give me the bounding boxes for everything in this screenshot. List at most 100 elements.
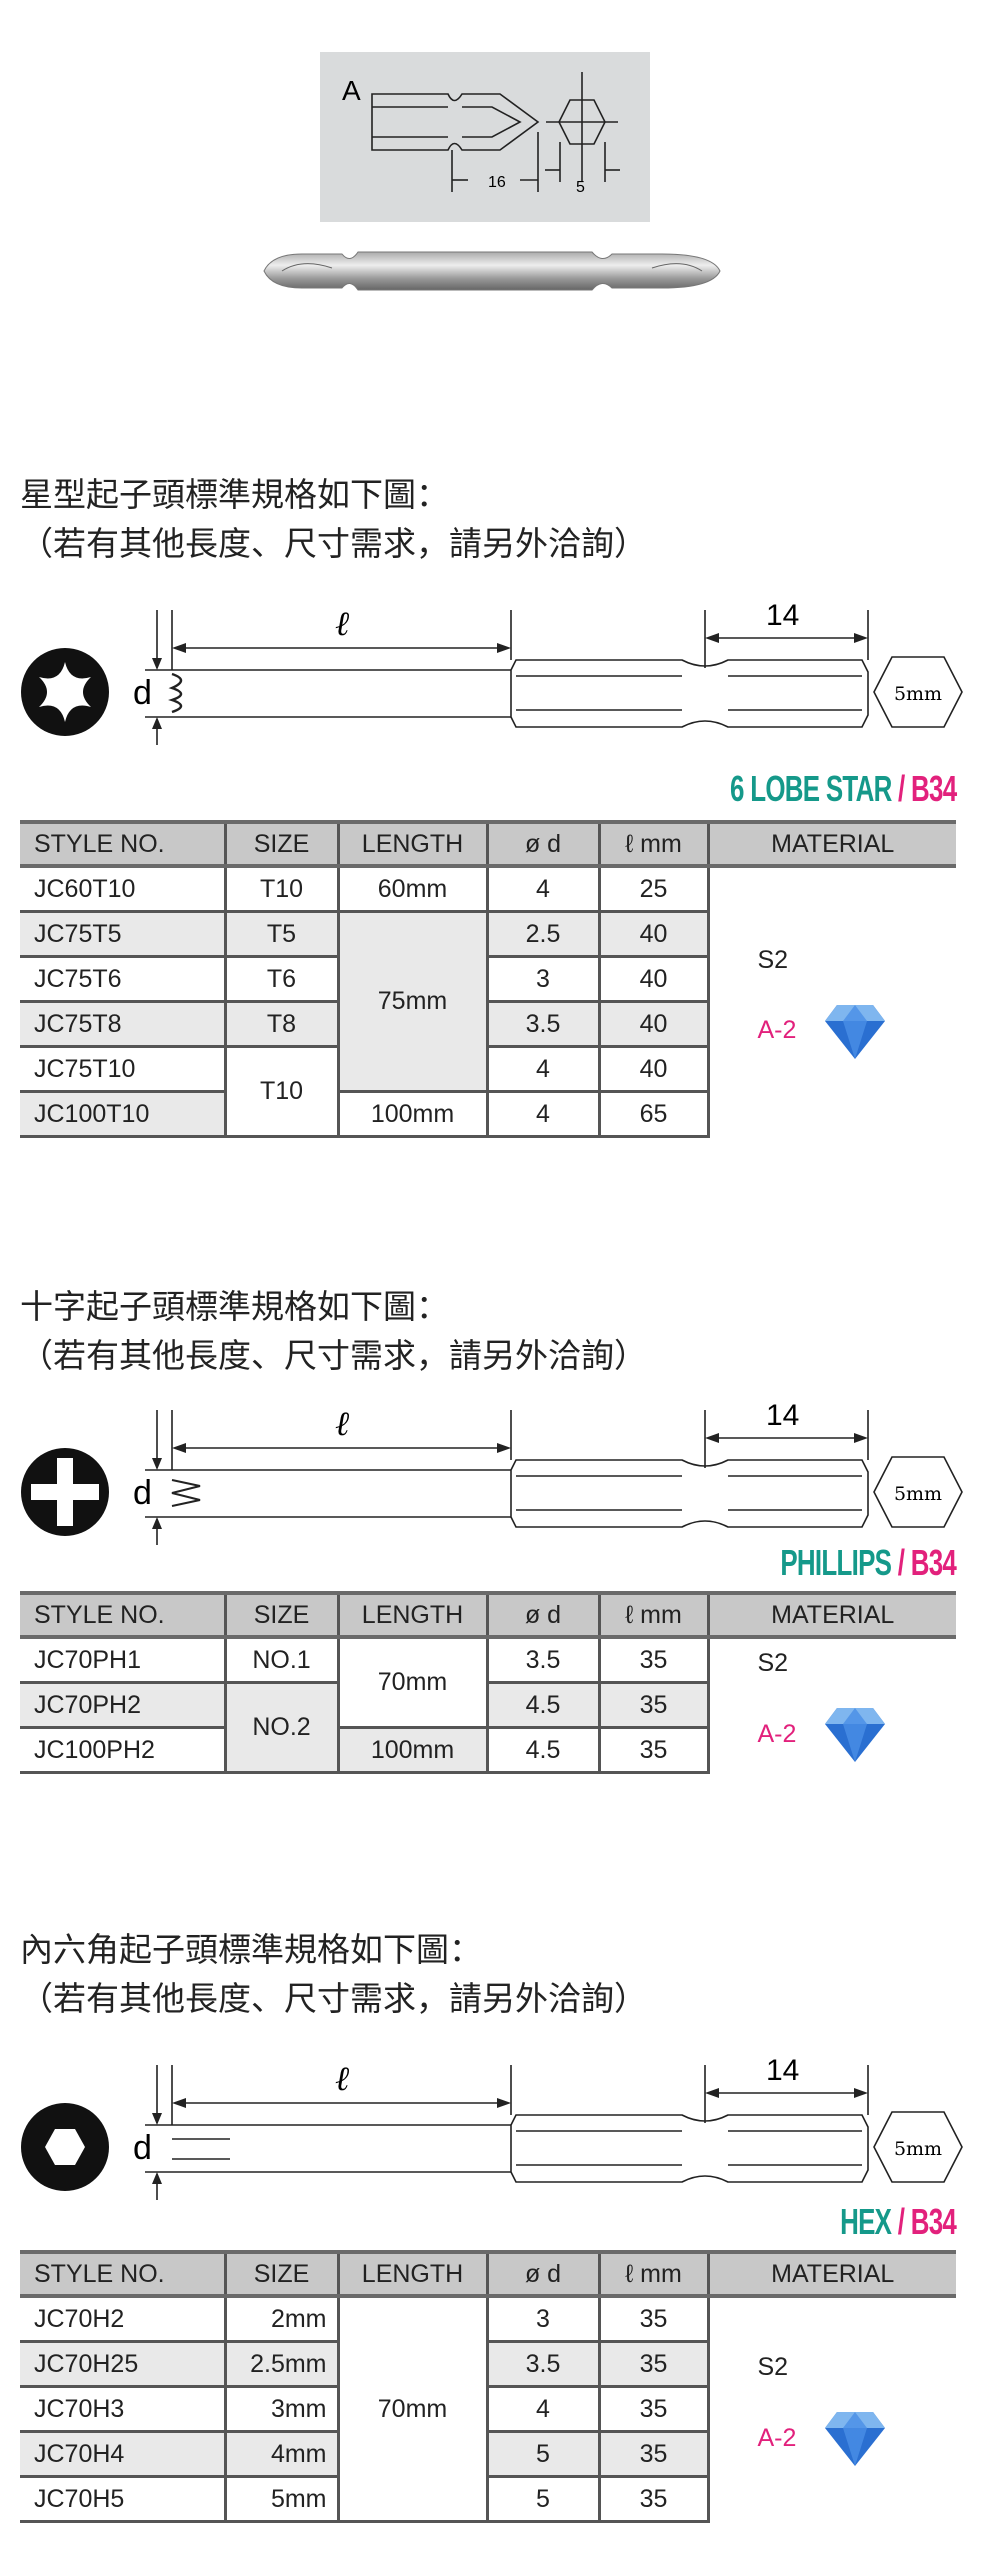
table-cell: JC75T6 <box>20 956 225 1003</box>
heading-line-2: （若有其他長度、尺寸需求，請另外洽詢） <box>20 1979 647 2018</box>
table-cell: JC75T10 <box>20 1046 225 1093</box>
length-symbol: ℓ <box>335 1404 349 1444</box>
column-header: ℓ mm <box>597 820 708 868</box>
table-cell: 35 <box>597 2386 708 2433</box>
double-end-bit-image <box>263 251 721 291</box>
bit-spec-diagram: ℓ d 14 5mm <box>21 599 963 745</box>
table-cell: 4 <box>485 1046 599 1093</box>
dim-5: 5 <box>576 179 585 196</box>
diamond-icon <box>825 2412 886 2467</box>
table-cell: JC70H3 <box>20 2386 225 2433</box>
type-sep: / <box>891 768 911 809</box>
table-cell: 75mm <box>336 911 487 1093</box>
table-row: JC70H4 4mm 5 35 <box>20 2431 956 2478</box>
table-cell: T8 <box>223 1001 338 1048</box>
type-sep: / <box>891 2201 911 2242</box>
column-header: MATERIAL <box>706 2250 956 2298</box>
column-header: ø d <box>485 1591 599 1639</box>
bit-spec-diagram: ℓ d 14 5mm <box>21 2054 963 2200</box>
column-header: LENGTH <box>336 820 487 868</box>
table-row: JC100T10 100mm 4 65 <box>20 1091 956 1138</box>
table-cell: 35 <box>597 2296 708 2343</box>
table-cell: 4 <box>485 1091 599 1138</box>
bit-spec-diagram: ℓ d 14 5mm <box>21 1399 963 1545</box>
table-cell: 35 <box>597 2431 708 2478</box>
material-cell: S2 A-2 <box>706 2296 956 2522</box>
material-a2: A-2 <box>757 1719 797 1748</box>
diameter-symbol: d <box>133 1474 152 1512</box>
table-cell: 4mm <box>223 2431 338 2478</box>
table-cell: 3.5 <box>485 1001 599 1048</box>
diameter-symbol: d <box>133 674 152 712</box>
column-header: STYLE NO. <box>20 1591 225 1639</box>
material-s2: S2 <box>757 1649 789 1678</box>
dim-14: 14 <box>766 1399 799 1432</box>
table-cell: JC70H2 <box>20 2296 225 2343</box>
type-code: B34 <box>910 2201 957 2242</box>
column-header: ø d <box>485 2250 599 2298</box>
type-label: PHILLIPS / B34 <box>780 1542 956 1584</box>
column-header: MATERIAL <box>706 820 956 868</box>
torx-tip-icon <box>21 648 109 736</box>
hex-shank-size: 5mm <box>894 2138 942 2160</box>
table-cell: 4 <box>485 2386 599 2433</box>
table-cell: NO.1 <box>223 1637 338 1684</box>
table-cell: JC60T10 <box>20 866 225 913</box>
column-header: MATERIAL <box>706 1591 956 1639</box>
heading-line-1: 十字起子頭標準規格如下圖： <box>20 1287 449 1326</box>
heading-line-1: 內六角起子頭標準規格如下圖： <box>20 1930 482 1969</box>
diameter-symbol: d <box>133 2129 152 2167</box>
table-row: JC75T5 T5 75mm 2.5 40 <box>20 911 956 1093</box>
table-cell: 40 <box>597 956 708 1003</box>
table-cell: T10 <box>223 866 338 913</box>
section-heading: 星型起子頭標準規格如下圖： （若有其他長度、尺寸需求，請另外洽詢） <box>20 470 647 568</box>
type-name: HEX <box>840 2201 892 2242</box>
table-cell: 3 <box>485 956 599 1003</box>
type-label: 6 LOBE STAR / B34 <box>730 768 957 810</box>
table-row: JC70PH1 NO.1 70mm 3.5 35 S2 A-2 <box>20 1637 956 1773</box>
table-cell: 40 <box>597 911 708 958</box>
table-cell: 3 <box>485 2296 599 2343</box>
table-cell: 2.5 <box>485 911 599 958</box>
table-cell: 35 <box>597 1727 708 1774</box>
bit-dimension-drawing: A 16 5 <box>320 52 650 222</box>
table-cell: JC70H25 <box>20 2341 225 2388</box>
table-cell: JC100PH2 <box>20 1727 225 1774</box>
column-header: LENGTH <box>336 2250 487 2298</box>
table-cell: 4.5 <box>485 1682 599 1729</box>
table-cell: 35 <box>597 1637 708 1684</box>
table-row: JC75T8 T8 3.5 40 <box>20 1001 956 1048</box>
table-cell: JC75T5 <box>20 911 225 958</box>
table-cell: JC70PH2 <box>20 1682 225 1729</box>
table-cell: T5 <box>223 911 338 958</box>
table-cell: 35 <box>597 1682 708 1729</box>
table-row: JC100PH2 100mm 4.5 35 <box>20 1727 956 1774</box>
section-heading: 內六角起子頭標準規格如下圖： （若有其他長度、尺寸需求，請另外洽詢） <box>20 1925 647 2023</box>
material-cell: S2 A-2 <box>706 1637 956 1773</box>
section-heading: 十字起子頭標準規格如下圖： （若有其他長度、尺寸需求，請另外洽詢） <box>20 1282 647 1380</box>
table-cell: T10 <box>223 1046 338 1138</box>
hex-tip-icon <box>21 2103 109 2191</box>
heading-line-2: （若有其他長度、尺寸需求，請另外洽詢） <box>20 1336 647 1375</box>
table-cell: 5 <box>485 2431 599 2478</box>
material-a2: A-2 <box>757 1016 797 1045</box>
material-s2: S2 <box>757 945 789 974</box>
column-header: ℓ mm <box>597 1591 708 1639</box>
type-code: B34 <box>910 1542 957 1583</box>
heading-line-2: （若有其他長度、尺寸需求，請另外洽詢） <box>20 524 647 563</box>
label-a: A <box>342 75 361 106</box>
type-name: PHILLIPS <box>780 1542 892 1583</box>
table-cell: JC70H5 <box>20 2476 225 2523</box>
length-symbol: ℓ <box>335 2059 349 2099</box>
column-header: SIZE <box>223 2250 338 2298</box>
type-label: HEX / B34 <box>840 2201 957 2243</box>
table-cell: 5mm <box>223 2476 338 2523</box>
table-row: JC70PH2 NO.2 4.5 35 <box>20 1682 956 1774</box>
material-s2: S2 <box>757 2353 789 2382</box>
table-cell: 35 <box>597 2476 708 2523</box>
table-cell: 2.5mm <box>223 2341 338 2388</box>
heading-line-1: 星型起子頭標準規格如下圖： <box>20 475 449 514</box>
table-cell: 2mm <box>223 2296 338 2343</box>
